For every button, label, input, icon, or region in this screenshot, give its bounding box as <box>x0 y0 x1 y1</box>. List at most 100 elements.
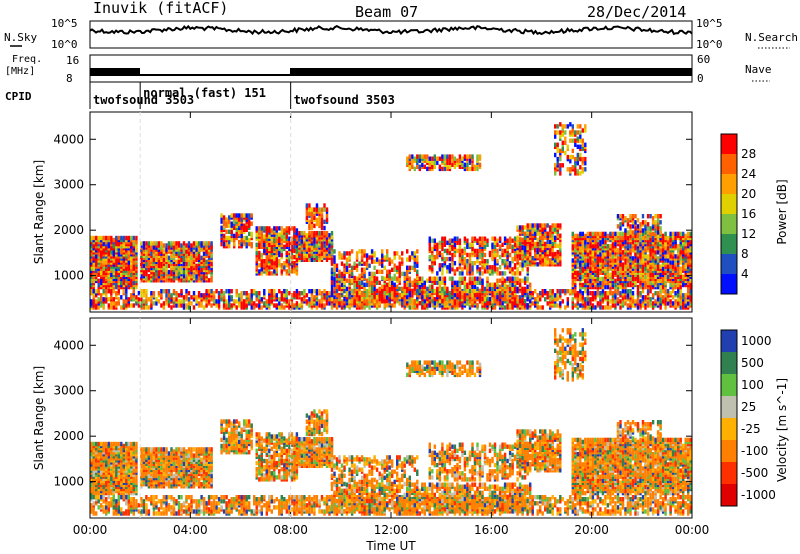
power-cell <box>285 242 288 247</box>
power-cell <box>115 270 118 275</box>
power-cell <box>526 223 529 228</box>
power-cell <box>391 303 394 308</box>
power-cell <box>579 165 582 170</box>
power-cell <box>210 303 213 308</box>
power-cell <box>411 265 414 270</box>
power-cell <box>529 286 532 292</box>
power-cell <box>300 297 304 302</box>
power-cell <box>328 233 331 238</box>
power-cell <box>646 301 650 306</box>
power-cell <box>574 142 577 147</box>
power-cell <box>100 297 103 302</box>
power-cell <box>378 286 381 292</box>
power-cell <box>539 297 542 302</box>
power-cell <box>167 263 171 269</box>
power-cell <box>333 276 336 281</box>
power-cell <box>260 234 263 239</box>
power-cell <box>496 278 499 283</box>
power-cell <box>576 152 579 158</box>
power-cell <box>360 303 364 308</box>
power-cell <box>92 303 95 308</box>
power-cell <box>443 276 447 281</box>
power-cell <box>471 162 474 167</box>
power-cell <box>606 280 610 286</box>
power-cell <box>466 288 469 294</box>
power-cell <box>288 226 291 231</box>
power-cell <box>97 282 100 288</box>
power-cell <box>215 289 218 294</box>
power-cell <box>433 238 436 243</box>
power-cell <box>275 303 278 308</box>
power-cell <box>554 251 557 257</box>
power-cell <box>441 271 444 276</box>
power-cell <box>132 276 135 282</box>
power-cell <box>584 233 587 239</box>
power-cell <box>180 278 183 283</box>
power-cell <box>566 297 569 302</box>
power-cell <box>448 164 452 169</box>
power-cell <box>491 242 494 247</box>
power-cell <box>335 267 339 272</box>
power-cell <box>238 293 241 298</box>
power-cell <box>416 154 419 159</box>
power-cell <box>197 269 201 275</box>
power-cell <box>192 241 196 246</box>
power-cell <box>368 255 371 260</box>
power-cell <box>677 301 680 306</box>
power-cell <box>576 161 579 166</box>
power-cell <box>564 140 567 145</box>
power-cell <box>320 231 324 236</box>
power-cell <box>175 291 178 296</box>
power-cell <box>383 276 386 281</box>
power-cell <box>664 305 667 310</box>
power-cell <box>534 231 537 236</box>
power-cell <box>539 235 542 240</box>
power-cell <box>679 289 682 294</box>
power-cell <box>175 297 178 302</box>
power-cell <box>370 259 374 264</box>
power-cell <box>117 289 120 294</box>
power-cell <box>255 242 258 247</box>
power-cell <box>142 299 146 304</box>
power-cell <box>120 248 123 253</box>
power-cell <box>140 297 143 302</box>
power-cell <box>185 303 188 308</box>
power-cell <box>335 299 339 304</box>
power-cell <box>433 244 436 249</box>
power-cell <box>343 280 346 285</box>
power-cell <box>401 301 404 306</box>
power-cell <box>503 248 507 254</box>
power-cell <box>293 261 296 266</box>
freq-label-bottom: [MHz] <box>5 66 35 77</box>
power-cell <box>217 303 221 308</box>
power-cell <box>140 241 143 246</box>
power-cell <box>468 292 472 298</box>
power-cell <box>551 241 554 247</box>
power-cell <box>411 158 414 163</box>
power-cell <box>486 242 489 247</box>
power-cell <box>340 301 344 306</box>
power-cell <box>508 240 512 245</box>
power-cell <box>614 299 617 304</box>
power-cell <box>544 258 547 263</box>
power-cell <box>135 295 138 300</box>
power-cell <box>581 156 584 162</box>
power-cell <box>353 299 356 304</box>
power-cell <box>150 299 153 304</box>
power-cell <box>508 252 512 258</box>
power-cell <box>328 243 331 248</box>
station-title: Inuvik (fitACF) <box>93 0 228 17</box>
power-cell <box>190 295 193 300</box>
power-cell <box>177 299 181 304</box>
power-cell <box>576 297 579 302</box>
power-cell <box>197 241 201 246</box>
power-cell <box>238 213 241 218</box>
power-cell <box>147 297 151 302</box>
power-cell <box>559 122 562 127</box>
power-cell <box>493 261 497 266</box>
power-cell <box>358 273 361 279</box>
power-cell <box>145 276 148 281</box>
power-cell <box>436 271 439 276</box>
power-cell <box>448 305 452 310</box>
power-cell <box>446 301 449 306</box>
